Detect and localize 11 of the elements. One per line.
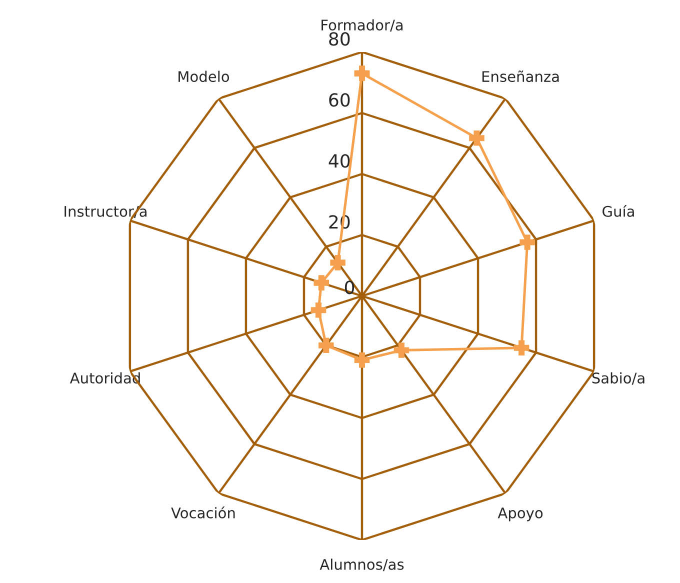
spoke-label: Alumnos/as bbox=[320, 558, 404, 572]
spoke-label: Vocación bbox=[171, 506, 235, 518]
spoke-label: Formador/a bbox=[322, 19, 403, 32]
spoke-label: Apoyo bbox=[498, 508, 543, 522]
y-tick-label: 60 bbox=[329, 93, 350, 107]
spoke-label: Sabio/a bbox=[592, 372, 644, 385]
y-tick-label: 40 bbox=[328, 154, 350, 168]
spoke-label: Modelo bbox=[178, 70, 230, 82]
spoke-label: Guía bbox=[602, 205, 634, 217]
spoke-label: Enseñanza bbox=[482, 70, 559, 82]
y-tick-label: 80 bbox=[329, 32, 350, 46]
